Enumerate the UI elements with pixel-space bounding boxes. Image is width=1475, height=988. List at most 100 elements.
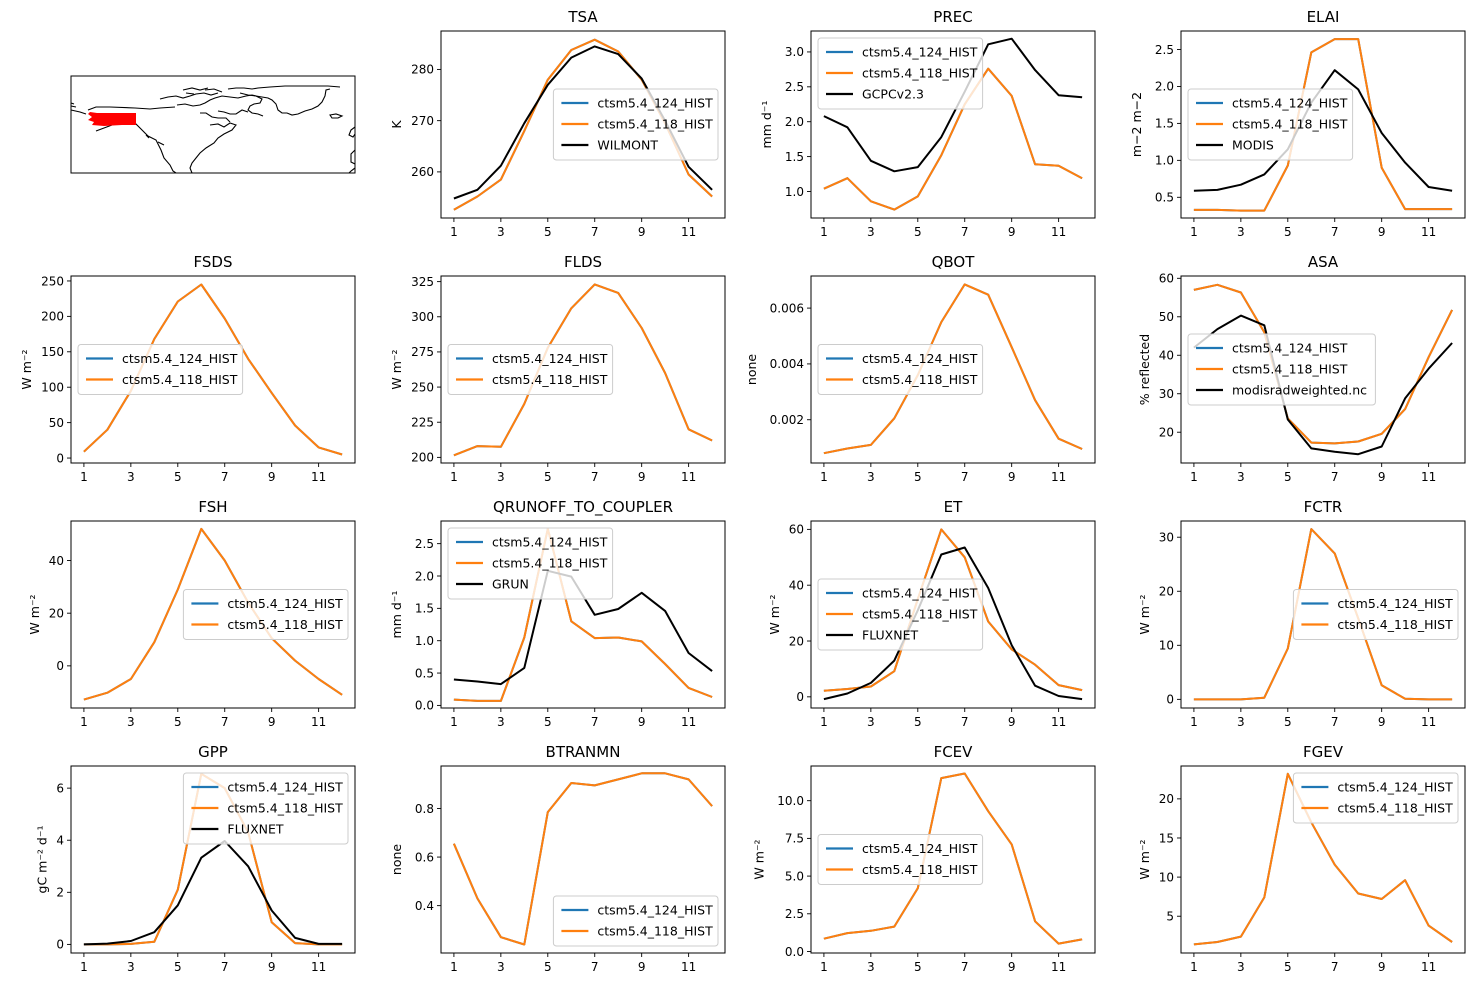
chart-title: FSDS bbox=[194, 253, 233, 271]
highlighted-region bbox=[88, 112, 136, 126]
x-tick-label: 3 bbox=[497, 225, 505, 239]
legend-label: ctsm5.4_124_HIST bbox=[1232, 96, 1348, 111]
y-tick-label: 1.5 bbox=[785, 150, 804, 164]
y-tick-label: 2.0 bbox=[785, 115, 804, 129]
series-line-ctsm5-4-118-hist bbox=[1193, 38, 1453, 212]
y-tick-label: 50 bbox=[1159, 310, 1174, 324]
y-tick-label: 5.0 bbox=[785, 869, 804, 883]
series-line-ctsm5-4-118-hist bbox=[453, 283, 713, 457]
x-tick-label: 11 bbox=[311, 470, 326, 484]
panel-prec: PREC 1 3 5 7 9 11 1.0 1.5 2.0 2.5 3.0 mm d⁻¹ ctsm5.4_… bbox=[759, 8, 1096, 239]
x-tick-label: 9 bbox=[268, 470, 276, 484]
chart-title: ASA bbox=[1308, 253, 1339, 271]
y-tick-label: 2.0 bbox=[415, 569, 434, 583]
y-tick-label: 0.004 bbox=[770, 357, 804, 371]
y-tick-label: 0.8 bbox=[415, 802, 434, 816]
legend-label: ctsm5.4_118_HIST bbox=[227, 801, 343, 816]
series-line-fluxnet bbox=[823, 546, 1083, 701]
x-tick-label: 9 bbox=[268, 960, 276, 974]
legend-label: ctsm5.4_118_HIST bbox=[597, 117, 713, 132]
y-tick-label: 20 bbox=[1159, 585, 1174, 599]
y-tick-label: 0.4 bbox=[415, 899, 434, 913]
x-tick-label: 11 bbox=[1421, 225, 1436, 239]
y-tick-label: 60 bbox=[1159, 272, 1174, 286]
panel-tsa: TSA 1 3 5 7 9 11 260 270 280 Kctsm5.4_124_HISTctsm… bbox=[389, 8, 726, 239]
axes-border bbox=[1180, 520, 1466, 709]
y-axis-label: mm d⁻¹ bbox=[759, 101, 774, 149]
axes-border bbox=[1180, 765, 1466, 954]
legend: ctsm5.4_124_HIST ctsm5.4_118_HIST bbox=[1292, 772, 1459, 824]
y-tick-label: 0 bbox=[1166, 693, 1174, 707]
x-tick-label: 5 bbox=[174, 715, 182, 729]
x-tick-label: 7 bbox=[961, 225, 969, 239]
y-tick-label: 10.0 bbox=[777, 794, 804, 808]
y-tick-label: 275 bbox=[411, 345, 434, 359]
x-tick-label: 5 bbox=[914, 960, 922, 974]
legend-label: ctsm5.4_124_HIST bbox=[492, 535, 608, 550]
x-tick-label: 1 bbox=[450, 715, 458, 729]
series-group bbox=[453, 283, 713, 457]
legend-box bbox=[552, 895, 719, 947]
y-tick-label: 0.0 bbox=[785, 945, 804, 959]
legend: ctsm5.4_124_HIST ctsm5.4_118_HIST GCPCv2.3 bbox=[817, 37, 984, 110]
x-tick-label: 1 bbox=[820, 470, 828, 484]
y-tick-label: 150 bbox=[41, 345, 64, 359]
y-tick-label: 4 bbox=[56, 834, 64, 848]
x-tick-label: 3 bbox=[867, 225, 875, 239]
series-line-ctsm5-4-118-hist bbox=[823, 528, 1083, 692]
legend-label: ctsm5.4_118_HIST bbox=[227, 617, 343, 632]
panel-gpp: GPP 1 3 5 7 9 11 0 2 4 6 gC m⁻² d⁻¹ ctsm5.4_124_HIST… bbox=[34, 743, 356, 974]
series-line-fluxnet bbox=[83, 840, 343, 946]
x-tick-label: 3 bbox=[127, 470, 135, 484]
x-tick-label: 5 bbox=[544, 960, 552, 974]
y-axis-label: gC m⁻² d⁻¹ bbox=[34, 826, 49, 894]
legend-label: WILMONT bbox=[597, 138, 658, 153]
x-tick-label: 7 bbox=[961, 470, 969, 484]
x-tick-label: 1 bbox=[1190, 715, 1198, 729]
panel-fctr: FCTR 1 3 5 7 9 11 0 10 20 30 W m⁻² ctsm5.4_124_HISTc… bbox=[1137, 498, 1466, 729]
y-axis-label: W m⁻² bbox=[767, 594, 782, 634]
x-tick-label: 11 bbox=[681, 470, 696, 484]
chart-title: ET bbox=[944, 498, 963, 516]
legend-label: ctsm5.4_118_HIST bbox=[597, 924, 713, 939]
legend-box bbox=[1292, 772, 1459, 824]
x-tick-label: 9 bbox=[268, 715, 276, 729]
series-line-ctsm5-4-118-hist bbox=[453, 527, 713, 702]
x-tick-label: 9 bbox=[1378, 225, 1386, 239]
legend-label: ctsm5.4_124_HIST bbox=[1337, 596, 1453, 611]
legend-label: ctsm5.4_124_HIST bbox=[227, 596, 343, 611]
y-tick-label: 280 bbox=[411, 63, 434, 77]
x-tick-label: 1 bbox=[80, 470, 88, 484]
legend-label: ctsm5.4_124_HIST bbox=[1337, 780, 1453, 795]
legend-box bbox=[817, 834, 984, 885]
series-line-ctsm5-4-118-hist bbox=[1193, 283, 1453, 445]
y-tick-label: 1.0 bbox=[785, 185, 804, 199]
legend-box bbox=[817, 344, 984, 395]
series-line-ctsm5-4-118-hist bbox=[1193, 528, 1453, 701]
legend-label: ctsm5.4_124_HIST bbox=[597, 903, 713, 918]
legend-box bbox=[1187, 88, 1354, 161]
x-tick-label: 1 bbox=[450, 960, 458, 974]
y-tick-label: 325 bbox=[411, 275, 434, 289]
y-tick-label: 40 bbox=[49, 554, 64, 568]
y-tick-label: 30 bbox=[1159, 387, 1174, 401]
legend: ctsm5.4_124_HIST ctsm5.4_118_HIST bbox=[1292, 589, 1459, 640]
x-tick-label: 5 bbox=[174, 960, 182, 974]
legend-label: ctsm5.4_124_HIST bbox=[862, 841, 978, 856]
x-tick-label: 3 bbox=[497, 960, 505, 974]
x-tick-label: 5 bbox=[174, 470, 182, 484]
x-tick-label: 5 bbox=[544, 715, 552, 729]
chart-title: ELAI bbox=[1307, 8, 1340, 26]
y-tick-label: 250 bbox=[41, 274, 64, 288]
legend: ctsm5.4_124_HIST ctsm5.4_118_HIST FLUXNET bbox=[182, 772, 349, 845]
y-axis-label: m−2 m−2 bbox=[1129, 92, 1144, 157]
y-axis-label: mm d⁻¹ bbox=[389, 591, 404, 639]
x-tick-label: 5 bbox=[544, 470, 552, 484]
x-tick-label: 11 bbox=[311, 960, 326, 974]
legend-label: ctsm5.4_124_HIST bbox=[862, 351, 978, 366]
x-tick-label: 9 bbox=[1008, 225, 1016, 239]
series-line-modis bbox=[1193, 69, 1453, 192]
y-axis-label: W m⁻² bbox=[19, 349, 34, 389]
series-group bbox=[823, 283, 1083, 455]
panel-fsh: FSH 1 3 5 7 9 11 0 20 40 W m⁻² ctsm5.4_124_HISTctsm… bbox=[27, 498, 356, 729]
